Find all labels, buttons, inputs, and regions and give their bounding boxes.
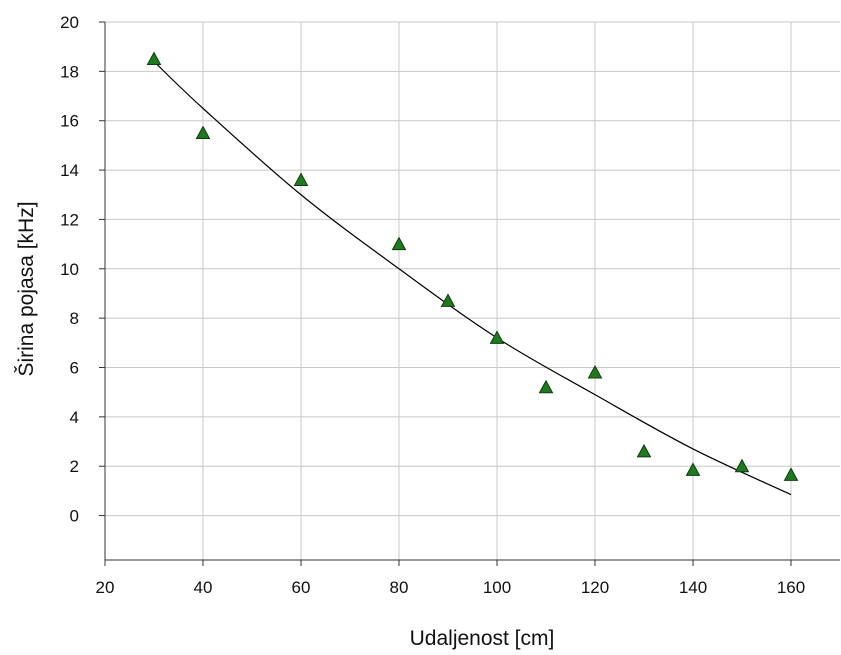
- x-tick-label: 120: [581, 578, 609, 597]
- data-point: [440, 293, 456, 307]
- data-point: [636, 443, 652, 458]
- x-tick-label: 100: [483, 578, 511, 597]
- y-tick-label: 18: [60, 62, 79, 81]
- data-point: [734, 458, 750, 473]
- y-tick-label: 2: [70, 457, 79, 476]
- trend-curve: [153, 61, 792, 496]
- data-markers: [146, 51, 799, 481]
- y-tick-label: 10: [60, 260, 79, 279]
- plot-frame: [104, 22, 840, 561]
- y-tick-label: 14: [60, 161, 79, 180]
- x-axis-title: Udaljenost [cm]: [410, 627, 555, 650]
- x-tick-label: 80: [390, 578, 409, 597]
- trend-line: [153, 61, 792, 496]
- y-tick-label: 16: [60, 112, 79, 131]
- data-point: [293, 172, 309, 186]
- grid: [105, 21, 840, 560]
- y-tick-label: 0: [70, 507, 79, 526]
- y-tick-label: 8: [70, 309, 79, 328]
- data-point: [587, 364, 603, 379]
- data-point: [391, 236, 407, 251]
- y-tick-label: 6: [70, 359, 79, 378]
- data-point: [489, 330, 505, 344]
- y-axis-title: Širina pojasa [kHz]: [15, 201, 38, 376]
- data-point: [783, 467, 799, 481]
- data-point: [538, 379, 554, 394]
- y-tick-label: 12: [60, 210, 79, 229]
- x-tick-label: 60: [292, 578, 311, 597]
- x-tick-label: 160: [777, 578, 805, 597]
- x-tick-label: 140: [679, 578, 707, 597]
- data-point: [685, 462, 701, 476]
- y-axis-ticks: 0 2 4 6 8 10 12 14 16 18 20: [60, 13, 105, 526]
- data-point: [146, 51, 162, 66]
- y-tick-label: 4: [70, 408, 79, 427]
- x-axis-ticks: 20 40 60 80 100 120 140 160: [96, 560, 805, 597]
- x-tick-label: 40: [194, 578, 213, 597]
- x-tick-label: 20: [96, 578, 115, 597]
- data-point: [195, 125, 211, 140]
- y-tick-label: 20: [60, 13, 79, 32]
